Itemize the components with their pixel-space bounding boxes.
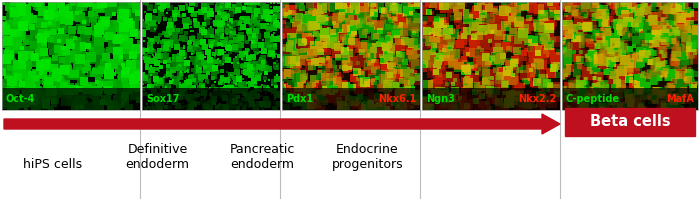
Text: Oct-4: Oct-4 (6, 94, 36, 104)
Bar (282, 2, 420, 110)
Bar (422, 2, 560, 110)
Text: Pancreatic
endoderm: Pancreatic endoderm (230, 143, 295, 171)
Text: Pdx1: Pdx1 (286, 94, 313, 104)
Text: Definitive
endoderm: Definitive endoderm (125, 143, 190, 171)
Text: hiPS cells: hiPS cells (23, 158, 82, 171)
Text: Nkx2.2: Nkx2.2 (518, 94, 556, 104)
Text: Nkx6.1: Nkx6.1 (378, 94, 416, 104)
Bar (2, 2, 140, 110)
Text: MafA: MafA (666, 94, 694, 104)
Text: Beta cells: Beta cells (589, 114, 671, 130)
Text: Sox17: Sox17 (146, 94, 179, 104)
Text: Ngn3: Ngn3 (426, 94, 455, 104)
Text: C-peptide: C-peptide (566, 94, 620, 104)
FancyArrow shape (4, 114, 560, 134)
Bar (142, 2, 280, 110)
FancyBboxPatch shape (565, 108, 695, 136)
Text: Endocrine
progenitors: Endocrine progenitors (332, 143, 403, 171)
Bar (562, 2, 698, 110)
